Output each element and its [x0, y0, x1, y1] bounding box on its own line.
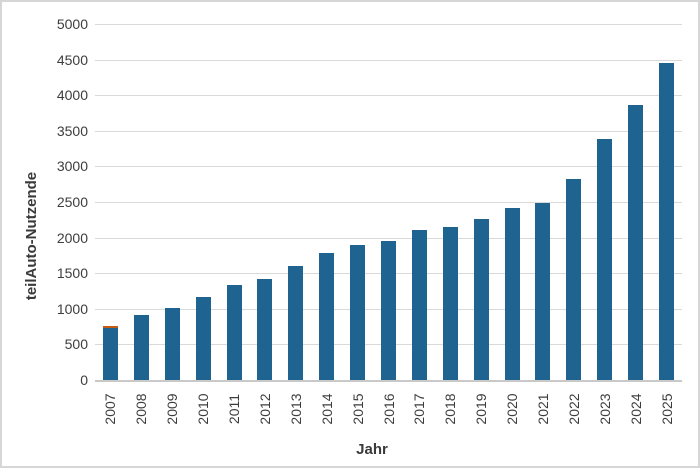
- gridline: [95, 24, 682, 25]
- x-tick-label-2009: 2009: [164, 393, 181, 425]
- y-tick-label-3000: 3000: [56, 158, 88, 175]
- y-tick-label-4500: 4500: [56, 51, 88, 68]
- plot-area: [95, 24, 682, 382]
- x-tick-label-2015: 2015: [349, 393, 366, 425]
- gridline: [95, 95, 682, 97]
- bar-2015: [350, 245, 366, 380]
- bar-2008: [133, 314, 149, 380]
- x-tick-label-2017: 2017: [411, 393, 428, 425]
- gridline: [95, 202, 682, 203]
- bar-cap-orange: [102, 325, 118, 328]
- bar-2012: [257, 278, 273, 380]
- bar-2007: [102, 325, 118, 380]
- gridline: [95, 59, 682, 61]
- bar-2010: [195, 296, 211, 380]
- y-tick-label-500: 500: [64, 336, 88, 353]
- x-tick-label-2019: 2019: [473, 393, 490, 425]
- x-tick-label-2016: 2016: [380, 393, 397, 425]
- bar-2018: [442, 226, 458, 380]
- y-tick-label-1000: 1000: [56, 300, 88, 317]
- gridline: [95, 166, 682, 168]
- bar-2019: [473, 219, 489, 380]
- x-tick-label-2020: 2020: [504, 393, 521, 425]
- x-tick-label-2025: 2025: [658, 393, 675, 425]
- bar-2022: [566, 178, 582, 380]
- x-tick-label-2010: 2010: [195, 393, 212, 425]
- bar-2023: [597, 139, 613, 380]
- y-tick-label-3500: 3500: [56, 122, 88, 139]
- bar-2021: [535, 203, 551, 380]
- x-tick-label-2021: 2021: [534, 393, 551, 425]
- x-tick-label-2014: 2014: [318, 393, 335, 425]
- bar-2017: [411, 230, 427, 380]
- x-tick-label-2012: 2012: [256, 393, 273, 425]
- y-tick-label-0: 0: [80, 372, 88, 388]
- x-tick-label-2013: 2013: [287, 393, 304, 425]
- y-tick-label-2500: 2500: [56, 194, 88, 210]
- x-tick-label-2011: 2011: [226, 393, 243, 425]
- gridline: [95, 237, 682, 239]
- x-tick-label-2023: 2023: [596, 393, 613, 425]
- x-tick-label-2018: 2018: [442, 393, 459, 425]
- bar-2013: [288, 266, 304, 380]
- bar-2020: [504, 208, 520, 380]
- bar-2016: [381, 241, 396, 380]
- bar-2024: [628, 105, 644, 380]
- y-tick-label-5000: 5000: [56, 16, 88, 32]
- bar-2011: [226, 285, 242, 380]
- bar-2025: [659, 63, 675, 380]
- y-tick-label-1500: 1500: [56, 265, 88, 282]
- bar-2009: [164, 308, 180, 380]
- y-tick-label-4000: 4000: [56, 87, 88, 104]
- gridline: [95, 130, 682, 132]
- x-tick-label-2008: 2008: [133, 393, 150, 425]
- x-tick-label-2024: 2024: [627, 393, 644, 425]
- x-axis-title: Jahr: [356, 441, 388, 458]
- x-tick-label-2007: 2007: [102, 393, 119, 425]
- x-tick-label-2022: 2022: [565, 393, 582, 425]
- bar-2014: [319, 252, 335, 380]
- y-tick-label-2000: 2000: [56, 229, 88, 246]
